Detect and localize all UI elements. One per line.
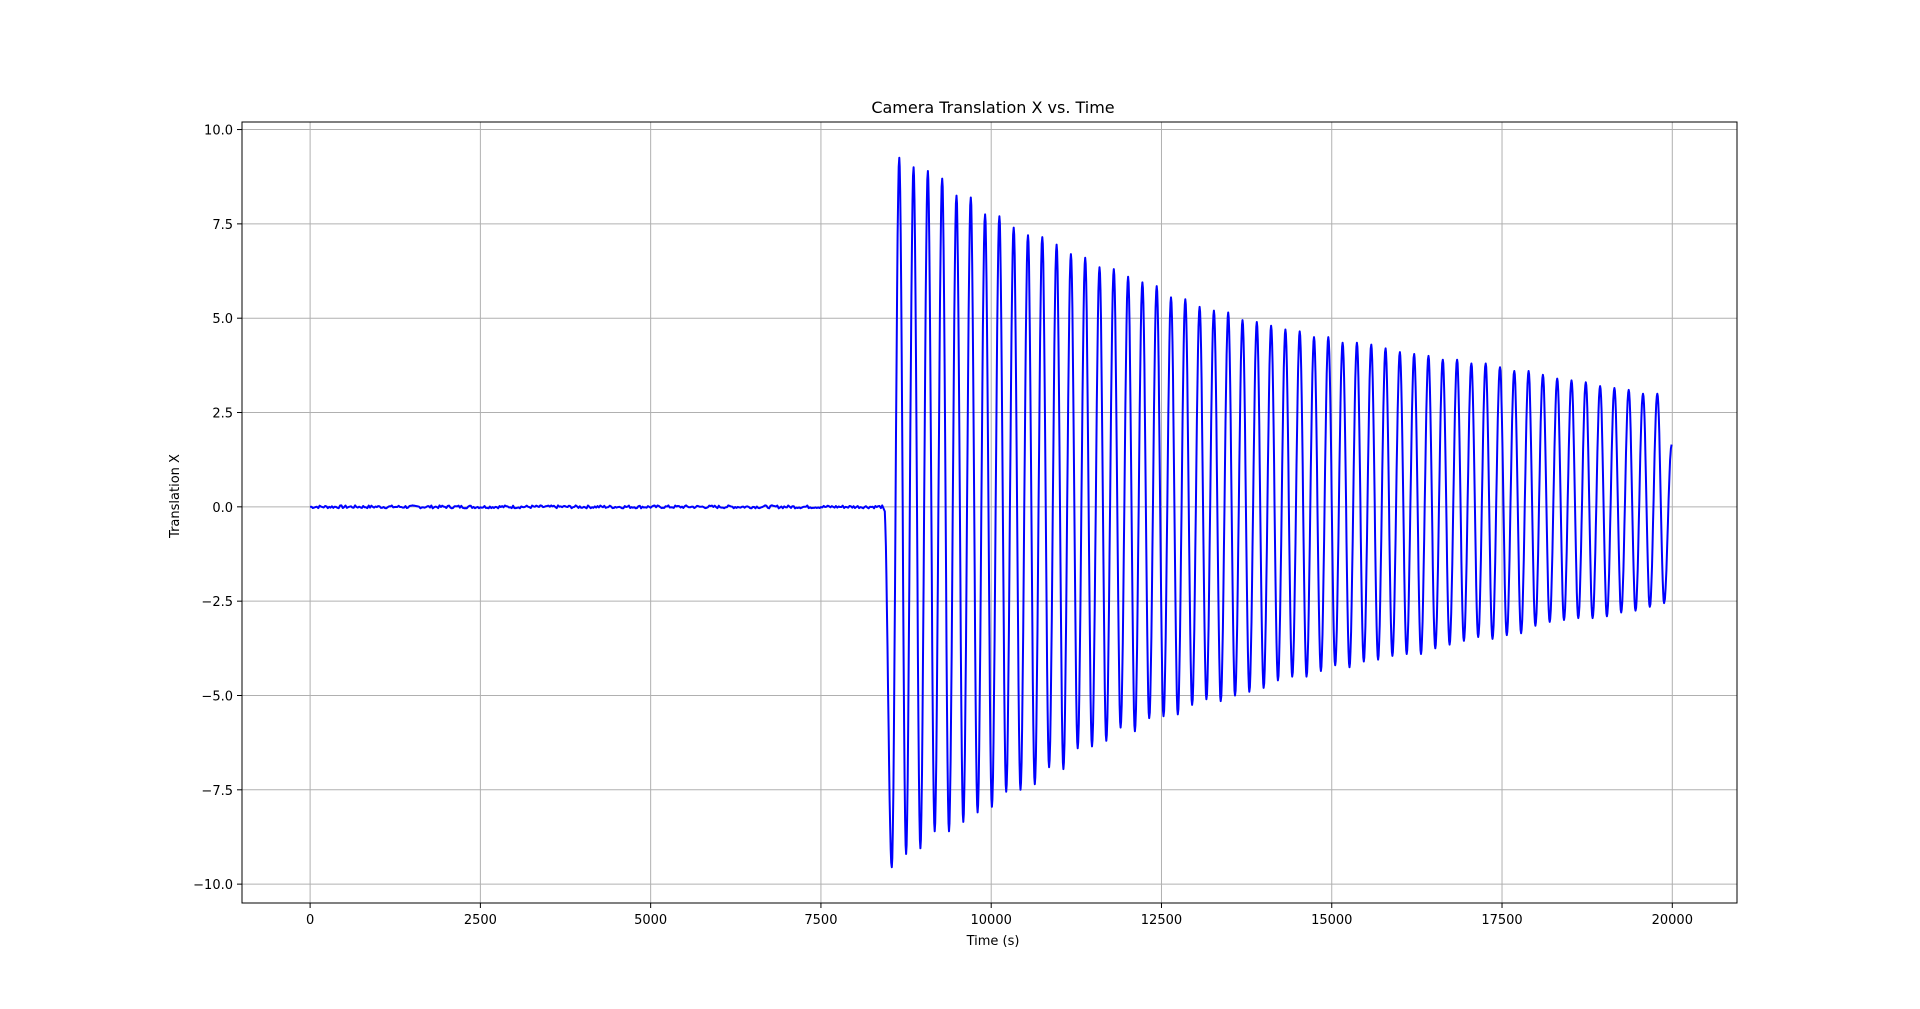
- x-tick-label: 17500: [1481, 913, 1522, 928]
- x-axis-ticks: 0 2500 5000 7500 10000 12500 15000 17500 20000: [306, 903, 1693, 928]
- x-tick-label: 10000: [971, 913, 1012, 928]
- y-tick-label: −10.0: [193, 878, 233, 893]
- x-axis-label: Time (s): [966, 934, 1020, 949]
- x-tick-label: 0: [306, 913, 314, 928]
- y-axis-label: Translation X: [168, 454, 183, 539]
- y-tick-label: 7.5: [212, 218, 233, 233]
- y-tick-label: 2.5: [212, 407, 233, 422]
- x-tick-label: 15000: [1311, 913, 1352, 928]
- x-tick-label: 7500: [804, 913, 837, 928]
- y-tick-label: 5.0: [212, 312, 233, 327]
- y-axis-ticks: 10.0 7.5 5.0 2.5 0.0 −2.5 −5.0 −7.5 −10.0: [193, 124, 242, 893]
- y-tick-label: −2.5: [201, 595, 233, 610]
- x-tick-label: 12500: [1141, 913, 1182, 928]
- y-tick-label: −7.5: [201, 784, 233, 799]
- series-layer: [309, 156, 1673, 869]
- x-tick-label: 5000: [634, 913, 667, 928]
- chart-title: Camera Translation X vs. Time: [871, 98, 1114, 117]
- x-tick-label: 20000: [1652, 913, 1693, 928]
- series-line-0: [309, 156, 1673, 869]
- plot-area-frame: [241, 121, 1738, 904]
- x-tick-label: 2500: [464, 913, 497, 928]
- y-tick-label: −5.0: [201, 689, 233, 704]
- y-tick-label: 10.0: [204, 124, 233, 139]
- y-tick-label: 0.0: [212, 501, 233, 516]
